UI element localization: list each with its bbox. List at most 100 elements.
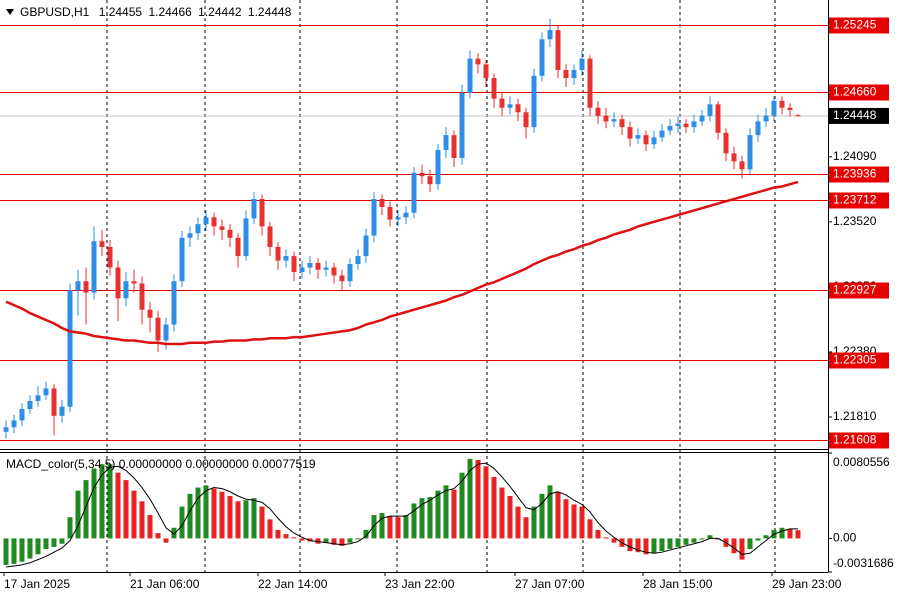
macd-bar — [563, 499, 569, 539]
axes: 1.240901.235201.229501.223801.218101.244… — [0, 0, 894, 591]
macd-bar — [747, 538, 753, 550]
symbol: GBPUSD,H1 — [20, 5, 90, 19]
candle-body — [107, 246, 113, 268]
candle-body — [75, 281, 81, 291]
macd-bar — [203, 485, 209, 539]
macd-bar — [795, 530, 801, 539]
candle-body — [147, 309, 153, 318]
candle-body — [499, 98, 505, 108]
candle-body — [635, 135, 641, 139]
candle-body — [683, 123, 689, 128]
macd-bar — [595, 529, 601, 539]
macd-bar — [195, 487, 201, 539]
candle-body — [139, 283, 145, 310]
candle-body — [731, 153, 737, 162]
macd-bar — [683, 538, 689, 545]
candle-body — [571, 70, 577, 79]
x-tick-label: 21 Jan 06:00 — [130, 577, 200, 591]
macd-bar — [235, 501, 241, 539]
macd-bar — [411, 503, 417, 539]
macd-bar — [763, 535, 769, 539]
macd-bar — [603, 537, 609, 539]
macd-bar — [51, 538, 57, 547]
candle-body — [579, 58, 585, 71]
macd-bar — [275, 529, 281, 539]
candle-body — [467, 58, 473, 93]
macd-bar — [299, 538, 305, 541]
candle-body — [675, 123, 681, 126]
macd-bar — [707, 535, 713, 539]
macd-bar — [515, 506, 521, 539]
collapse-icon[interactable] — [6, 9, 14, 15]
macd-bar — [139, 501, 145, 539]
candle-body — [419, 172, 425, 177]
macd-bar — [179, 506, 185, 539]
macd-bar — [403, 515, 409, 539]
x-tick-label: 17 Jan 2025 — [4, 577, 70, 591]
macd-bar — [67, 517, 73, 539]
candle-body — [651, 137, 657, 145]
macd-bar — [675, 538, 681, 547]
candle-body — [435, 149, 441, 185]
macd-tick-label: 0.0080556 — [833, 455, 890, 469]
macd-bar — [579, 506, 585, 539]
macd-tick-label: -0.0031686 — [833, 556, 894, 570]
macd-bar — [755, 538, 761, 541]
candle-body — [339, 275, 345, 282]
candle-body — [307, 262, 313, 268]
candle-body — [187, 233, 193, 238]
candle-body — [595, 107, 601, 116]
macd-bar — [291, 537, 297, 539]
candle-body — [603, 115, 609, 122]
macd-bar — [75, 490, 81, 539]
macd-bar — [475, 459, 481, 539]
level-box — [829, 166, 889, 183]
candle-body — [51, 388, 57, 416]
candle-body — [483, 64, 489, 79]
candle-body — [395, 217, 401, 220]
candle-body — [283, 256, 289, 261]
macd-bar — [387, 516, 393, 539]
macd-bar — [115, 472, 121, 539]
candle-body — [667, 125, 673, 131]
level-label: 1.21608 — [833, 433, 877, 447]
macd-bar — [147, 515, 153, 539]
candle-body — [451, 135, 457, 158]
macd-bar — [699, 538, 705, 540]
level-label: 1.22927 — [833, 283, 877, 297]
candle-body — [763, 115, 769, 122]
macd-bar — [163, 538, 169, 543]
macd-bar — [611, 538, 617, 543]
candle-body — [787, 107, 793, 111]
macd-bar — [395, 517, 401, 539]
candle-body — [707, 104, 713, 116]
macd-bar — [467, 458, 473, 539]
candle-body — [179, 237, 185, 282]
signal-line — [5, 462, 798, 568]
candle-body — [267, 226, 273, 247]
level-box — [829, 84, 889, 101]
candle-body — [491, 78, 497, 99]
macd-bar — [427, 497, 433, 539]
candle-body — [123, 281, 129, 299]
macd-bar — [259, 506, 265, 539]
x-tick-label: 27 Jan 07:00 — [515, 577, 585, 591]
macd-bar — [379, 512, 385, 539]
candle-body — [251, 199, 257, 219]
macd-bar — [171, 527, 177, 539]
x-tick-label: 28 Jan 15:00 — [643, 577, 713, 591]
macd-bar — [419, 498, 425, 539]
candle-body — [99, 241, 105, 247]
candle-body — [475, 58, 481, 65]
candle-body — [363, 235, 369, 257]
macd-bar — [659, 538, 665, 552]
macd-bar — [187, 493, 193, 539]
x-tick-label: 23 Jan 22:00 — [385, 577, 455, 591]
macd-bar — [371, 515, 377, 539]
candle-body — [387, 207, 393, 220]
candle-body — [443, 135, 449, 150]
moving-average — [5, 180, 799, 346]
macd-bar — [731, 538, 737, 554]
high: 1.24466 — [148, 5, 192, 19]
x-tick-label: 29 Jan 23:00 — [772, 577, 842, 591]
